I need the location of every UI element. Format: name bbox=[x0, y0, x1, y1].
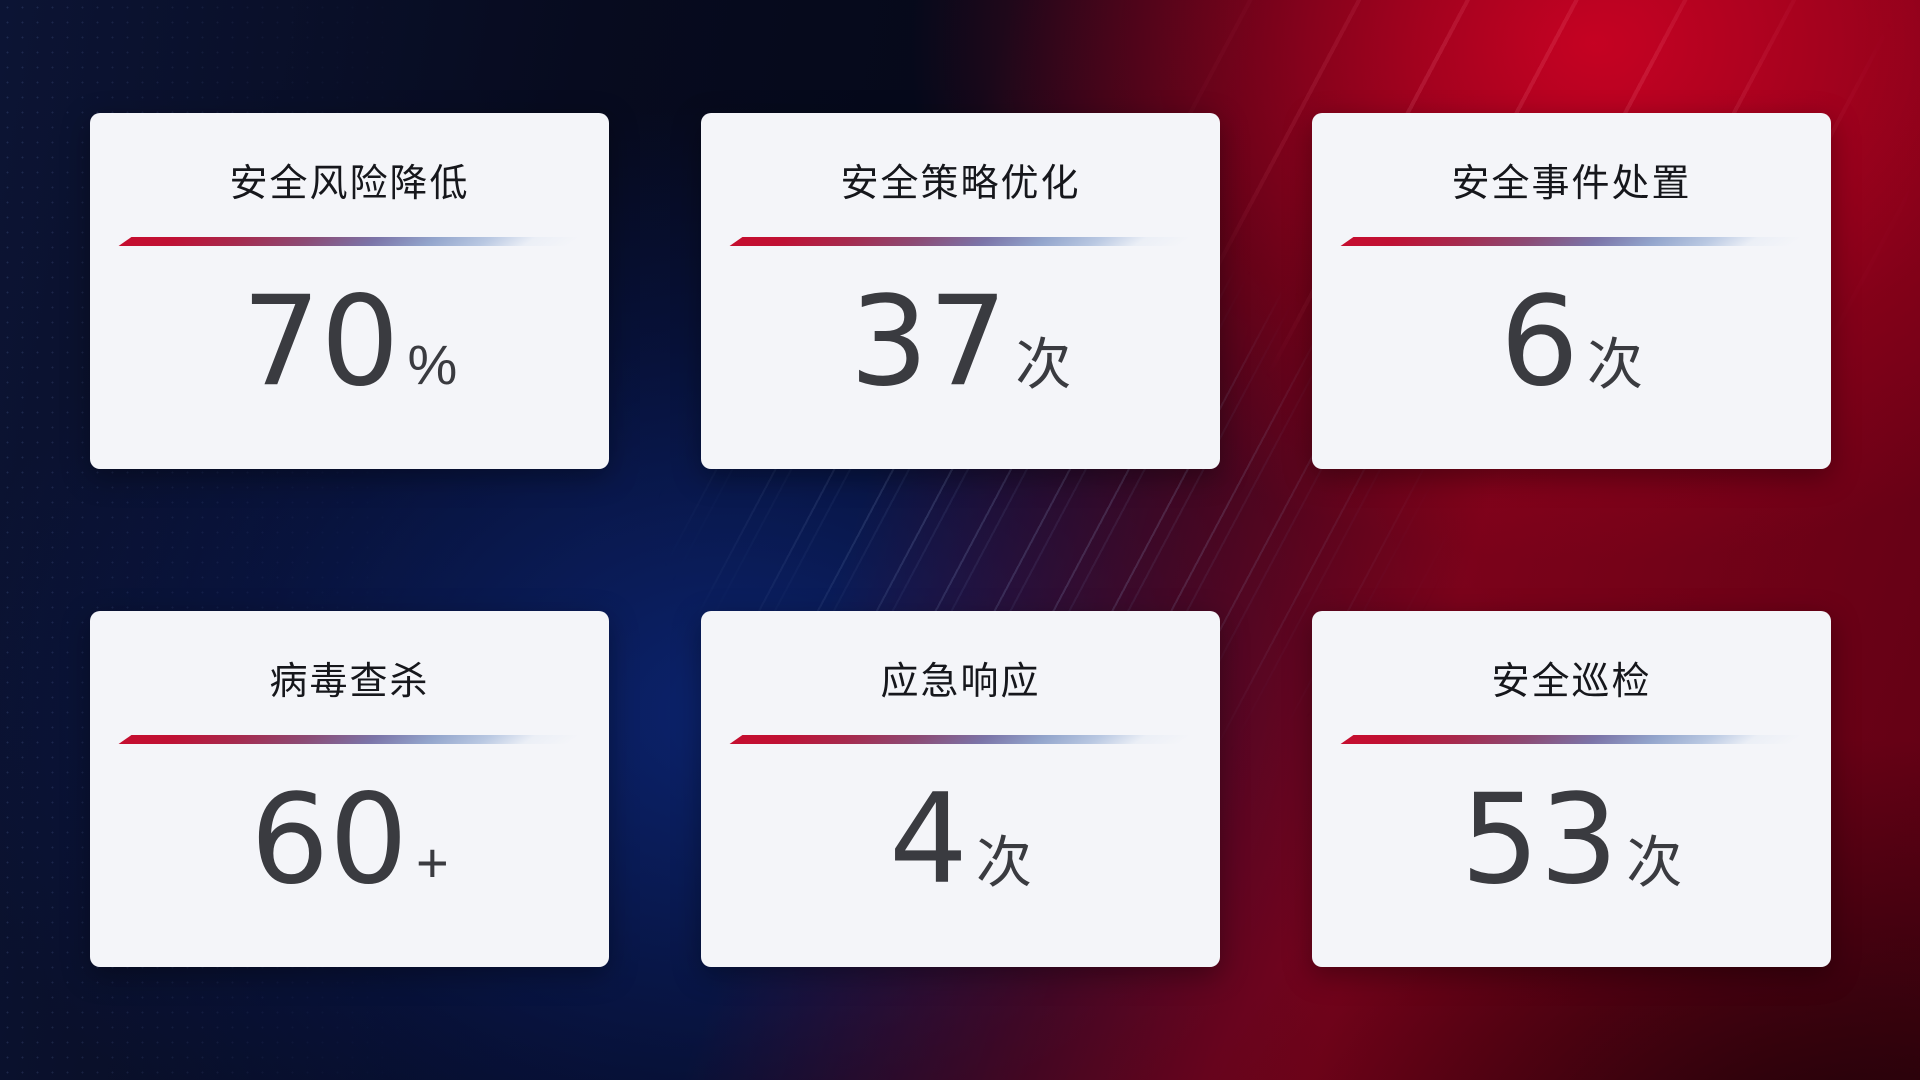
card-title: 病毒查杀 bbox=[269, 661, 430, 703]
stat-unit: + bbox=[416, 831, 449, 894]
stat-group: 60 + bbox=[90, 778, 609, 902]
card-title: 安全事件处置 bbox=[1451, 163, 1692, 205]
stat-group: 6 次 bbox=[1312, 280, 1831, 404]
gradient-divider-line bbox=[118, 237, 581, 246]
gradient-divider-line bbox=[1340, 237, 1803, 246]
stat-unit: % bbox=[407, 333, 458, 396]
stat-value: 53 bbox=[1460, 768, 1619, 912]
stat-unit: 次 bbox=[1586, 333, 1643, 396]
gradient-divider-line bbox=[729, 735, 1192, 744]
card-title: 安全策略优化 bbox=[840, 163, 1081, 205]
stat-value: 4 bbox=[889, 768, 968, 912]
stat-unit: 次 bbox=[1015, 333, 1072, 396]
stat-group: 37 次 bbox=[701, 280, 1220, 404]
stat-card-security-inspection: 安全巡检 53 次 bbox=[1312, 611, 1831, 967]
gradient-divider-line bbox=[1340, 735, 1803, 744]
card-title: 应急响应 bbox=[880, 661, 1041, 703]
stat-card-emergency-response: 应急响应 4 次 bbox=[701, 611, 1220, 967]
stat-group: 70 % bbox=[90, 280, 609, 404]
stat-value: 37 bbox=[849, 270, 1008, 414]
stat-card-security-risk-reduction: 安全风险降低 70 % bbox=[90, 113, 609, 469]
stat-unit: 次 bbox=[975, 831, 1032, 894]
gradient-divider-line bbox=[118, 735, 581, 744]
stat-card-grid: 安全风险降低 70 % 安全策略优化 37 次 安全事件处置 6 次 病毒查杀 … bbox=[90, 113, 1831, 967]
stat-card-policy-optimization: 安全策略优化 37 次 bbox=[701, 113, 1220, 469]
stat-card-incident-handling: 安全事件处置 6 次 bbox=[1312, 113, 1831, 469]
card-title: 安全巡检 bbox=[1491, 661, 1652, 703]
stat-group: 53 次 bbox=[1312, 778, 1831, 902]
stat-value: 60 bbox=[250, 768, 409, 912]
stat-group: 4 次 bbox=[701, 778, 1220, 902]
stat-card-virus-scan: 病毒查杀 60 + bbox=[90, 611, 609, 967]
stat-value: 70 bbox=[241, 270, 400, 414]
stat-unit: 次 bbox=[1626, 831, 1683, 894]
gradient-divider-line bbox=[729, 237, 1192, 246]
stat-value: 6 bbox=[1500, 270, 1579, 414]
card-title: 安全风险降低 bbox=[229, 163, 470, 205]
